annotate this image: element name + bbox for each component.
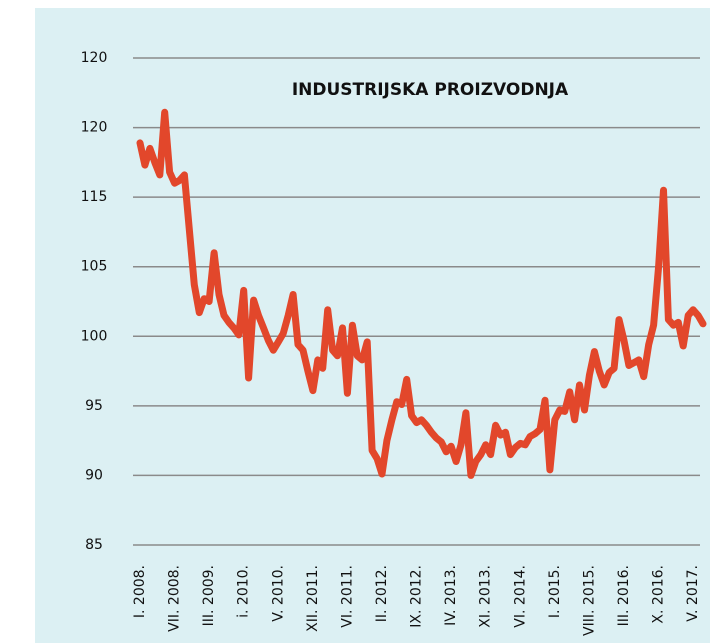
y-tick-label: 115 <box>81 189 108 205</box>
x-tick-label: VI. 2011. <box>339 565 355 628</box>
x-tick-label: II. 2012. <box>374 565 390 622</box>
x-tick-label: III. 2009. <box>201 565 217 626</box>
x-tick-label: I. 2015. <box>547 565 563 618</box>
y-tick-label: 95 <box>85 398 103 414</box>
chart-background <box>35 8 710 643</box>
y-tick-label: 105 <box>81 259 108 275</box>
x-tick-label: V. 2010. <box>270 565 286 622</box>
chart-title: INDUSTRIJSKA PROIZVODNJA <box>292 80 569 100</box>
y-tick-label: 120 <box>81 120 108 136</box>
data-line <box>136 108 707 479</box>
x-tick-label: III. 2016. <box>616 565 632 626</box>
x-tick-label: i. 2010. <box>236 565 252 618</box>
x-tick-label: I. 2008. <box>132 565 148 618</box>
y-tick-label: 85 <box>85 537 103 553</box>
y-tick-label: 100 <box>81 328 108 344</box>
x-tick-label: IV. 2013. <box>443 565 459 626</box>
y-tick-label: 120 <box>81 50 108 66</box>
x-tick-label: VIII. 2015. <box>581 565 597 636</box>
x-tick-label: VI. 2014. <box>512 565 528 628</box>
y-tick-label: 90 <box>85 467 103 483</box>
x-tick-label: V. 2017. <box>685 565 701 622</box>
x-tick-label: IX. 2012. <box>409 565 425 628</box>
x-tick-label: X. 2016. <box>651 565 667 624</box>
x-tick-label: XII. 2011. <box>305 565 321 632</box>
x-tick-label: XI. 2013. <box>478 565 494 628</box>
x-tick-label: VII. 2008. <box>167 565 183 632</box>
